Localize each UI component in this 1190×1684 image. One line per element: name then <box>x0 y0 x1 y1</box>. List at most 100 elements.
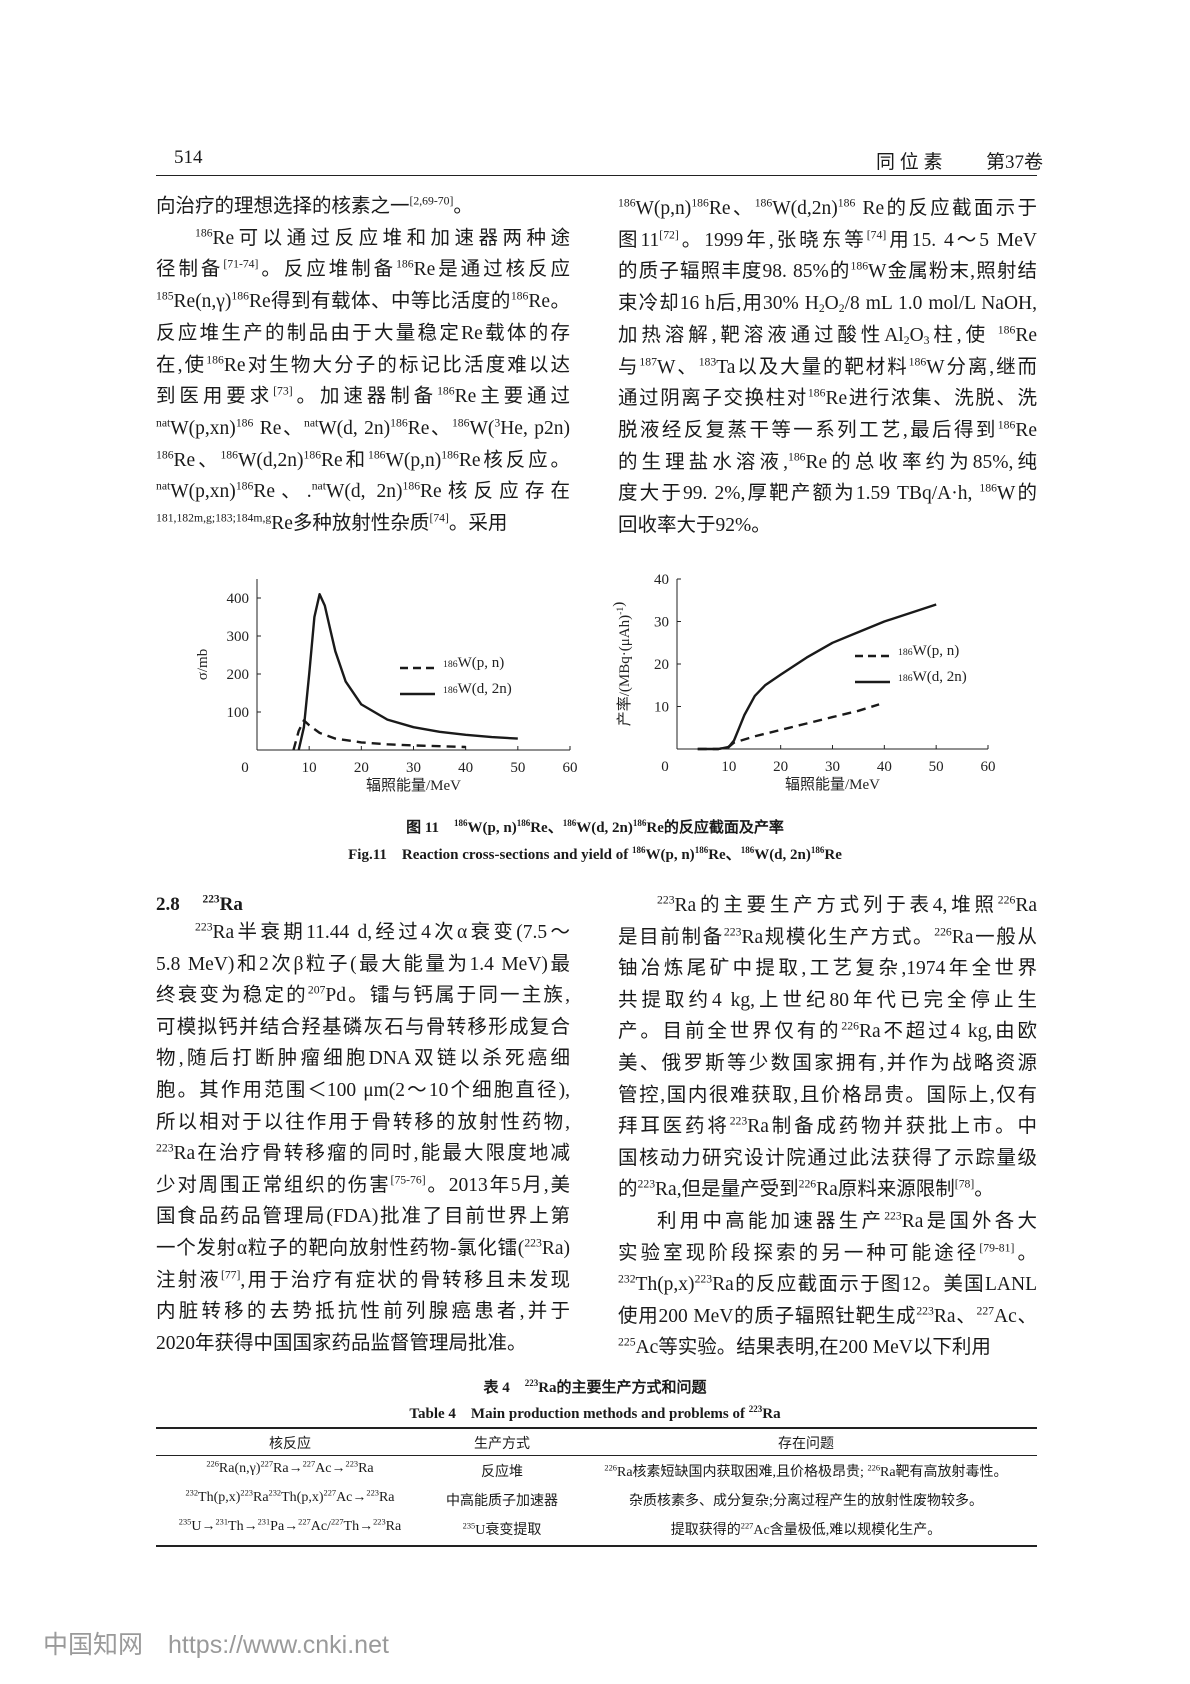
y-tick-label: 200 <box>227 667 250 683</box>
text-line: 美、俄罗斯等少数国家拥有,并作为战略资源 <box>618 1053 1037 1074</box>
table-header-rule <box>156 1455 1037 1456</box>
table-cell: 226Ra(n,γ)227Ra→227Ac→223Ra <box>206 1459 374 1476</box>
text-line: 可模拟钙并结合羟基磷灰石与骨转移形成复合 <box>156 1016 570 1038</box>
table-bottom-rule <box>156 1545 1037 1547</box>
text-line: 与187W、183Ta以及大量的靶材料186W分离,继而 <box>618 354 1037 378</box>
text-line: 产。目前全世界仅有的226Ra不超过4 kg,由欧 <box>618 1019 1037 1043</box>
table-header-cell: 核反应 <box>269 1437 311 1452</box>
table-header-cell: 生产方式 <box>474 1437 530 1452</box>
journal-name: 同 位 素 <box>876 152 943 173</box>
table-cell: 232Th(p,x)223Ra232Th(p,x)227Ac→223Ra <box>185 1488 395 1505</box>
text-line: 223Ra的主要生产方式列于表4,堆照226Ra <box>657 893 1037 916</box>
text-line: 利用中高能加速器生产223Ra是国外各大 <box>657 1209 1037 1232</box>
text-line: 加热溶解,靶溶液通过酸性Al2O3柱,使 186Re <box>618 323 1037 347</box>
text-line: 使用200 MeV的质子辐照钍靶生成223Ra、227Ac、 <box>618 1304 1037 1327</box>
text-line: 少对周围正常组织的伤害[75-76]。2013年5月,美 <box>156 1173 570 1196</box>
series-line-p-n <box>292 719 466 751</box>
chart-2: 0 10 20 30 40 50 6010203040辐照能量/MeV产率/(MBq·(μA… <box>611 572 996 793</box>
text-line: 铀冶炼尾矿中提取,工艺复杂,1974年全世界 <box>618 958 1037 980</box>
text-line: 物,随后打断肿瘤细胞DNA双链以杀死癌细 <box>156 1048 570 1070</box>
text-line: 脱液经反复蒸干等一系列工艺,最后得到186Re <box>618 418 1037 441</box>
text-line: 是目前制备223Ra规模化生产方式。226Ra一般从 <box>618 925 1037 948</box>
text-line: 185Re(n,γ)186Re得到有载体、中等比活度的186Re。 <box>156 289 570 313</box>
table-top-rule <box>156 1427 1037 1429</box>
series-line-d-2n <box>297 593 518 751</box>
text-line: 国核动力研究设计院通过此法获得了示踪量级 <box>618 1147 1037 1169</box>
x-tick-label: 20 <box>773 759 788 775</box>
page-number: 514 <box>174 147 203 168</box>
table-caption-cn: 表 4 223Ra的主要生产方式和问题 <box>483 1378 707 1396</box>
text-line: 一个发射α粒子的靶向放射性药物-氯化镭(223Ra) <box>156 1236 570 1259</box>
text-line: 2020年获得中国国家药品监督管理局批准。 <box>156 1332 527 1354</box>
header-rule <box>156 175 1037 176</box>
table-cell: 提取获得的227Ac含量极低,难以规模化生产。 <box>670 1521 942 1538</box>
y-tick-label: 300 <box>227 629 250 645</box>
text-line: 向治疗的理想选择的核素之一[2,69-70]。 <box>156 194 473 217</box>
y-tick-label: 400 <box>227 591 250 607</box>
series-line-d-2n <box>697 603 937 751</box>
text-line: 在,使186Re对生物大分子的标记比活度难以达 <box>156 352 570 376</box>
y-tick-label: 30 <box>654 615 669 631</box>
text-line: 终衰变为稳定的207Pd。镭与钙属于同一主族, <box>156 983 570 1007</box>
text-line: natW(p,xn)186 Re、natW(d, 2n)186Re、186W(3… <box>156 416 570 439</box>
x-tick-label: 30 <box>825 759 840 775</box>
text-line: 的质子辐照丰度98. 85%的186W金属粉末,照射结 <box>618 259 1038 283</box>
text-line: 186Re、186W(d,2n)186Re和186W(p,n)186Re核反应。 <box>156 448 570 471</box>
table-cell: 235U→231Th→231Pa→227Ac/227Th→223Ra <box>178 1517 402 1534</box>
text-line: 实验室现阶段探索的另一种可能途径[79-81]。 <box>618 1241 1037 1264</box>
x-axis-label: 辐照能量/MeV <box>366 777 461 794</box>
table-caption-en: Table 4 Main production methods and prob… <box>409 1404 781 1422</box>
text-line: 5.8 MeV)和2次β粒子(最大能量为1.4 MeV)最 <box>156 953 570 975</box>
x-tick-label: 20 <box>354 760 369 776</box>
text-line: natW(p,xn)186Re、.natW(d, 2n)186Re核反应存在 <box>156 479 570 503</box>
table-header-cell: 存在问题 <box>778 1437 834 1452</box>
x-tick-label: 0 <box>241 760 249 776</box>
text-line: 注射液[77],用于治疗有症状的骨转移且未发现 <box>156 1268 570 1291</box>
text-line: 所以相对于以往作用于骨转移的放射性药物, <box>156 1111 570 1133</box>
x-tick-label: 10 <box>302 760 317 776</box>
text-line: 223Ra半衰期11.44 d,经过4次α衰变(7.5～ <box>195 920 570 943</box>
cnki-watermark: 中国知网 https://www.cnki.net <box>43 1631 389 1659</box>
table-cell: 中高能质子加速器 <box>446 1494 558 1509</box>
text-line: 回收率大于92%。 <box>618 515 771 536</box>
text-line: 232Th(p,x)223Ra的反应截面示于图12。美国LANL <box>618 1272 1037 1296</box>
legend-label: 186W(d, 2n) <box>443 681 512 697</box>
volume-label: 第37卷 <box>986 152 1044 173</box>
text-line: 共提取约4 kg,上世纪80年代已完全停止生 <box>618 989 1037 1011</box>
y-tick-label: 10 <box>654 700 669 716</box>
x-tick-label: 60 <box>563 760 578 776</box>
section-number: 2.8 <box>156 894 180 915</box>
text-line: 度大于99. 2%,厚靶产额为1.59 TBq/A·h, 186W的 <box>618 481 1038 505</box>
text-line: 国食品药品管理局(FDA)批准了目前世界上第 <box>156 1206 570 1228</box>
x-tick-label: 40 <box>458 760 473 776</box>
text-line: 拜耳医药将223Ra制备成药物并获批上市。中 <box>618 1114 1037 1138</box>
table-cell: 反应堆 <box>481 1465 523 1480</box>
x-axis-label: 辐照能量/MeV <box>785 776 880 793</box>
text-line: 的223Ra,但是量产受到226Ra原料来源限制[78]。 <box>618 1177 994 1201</box>
text-line: 反应堆生产的制品由于大量稳定Re载体的存 <box>156 322 570 344</box>
text-line: 225Ac等实验。结果表明,在200 MeV以下利用 <box>618 1335 991 1359</box>
text-line: 径制备[71-74]。反应堆制备186Re是通过核反应 <box>156 257 570 281</box>
text-line: 管控,国内很难获取,且价格昂贵。国际上,仅有 <box>618 1084 1037 1106</box>
text-line: 181,182m,g;183;184m,gRe多种放射性杂质[74]。采用 <box>156 511 508 534</box>
legend-label: 186W(p, n) <box>898 643 959 659</box>
text-line: 223Ra在治疗骨转移瘤的同时,能最大限度地减 <box>156 1141 570 1165</box>
y-tick-label: 40 <box>654 572 669 588</box>
y-axis-label: σ/mb <box>195 649 211 680</box>
section-title: 223Ra <box>202 893 243 915</box>
figure-caption-cn: 图 11 186W(p, n)186Re、186W(d, 2n)186Re的反应… <box>406 818 784 836</box>
text-line: 图11[72]。1999年,张晓东等[74]用15. 4～5 MeV <box>618 228 1037 251</box>
y-axis-label: 产率/(MBq·(μAh)-1) <box>611 602 633 727</box>
legend-label: 186W(p, n) <box>443 655 504 671</box>
x-tick-label: 30 <box>406 760 421 776</box>
legend-label: 186W(d, 2n) <box>898 669 967 685</box>
text-line: 186W(p,n)186Re、186W(d,2n)186 Re的反应截面示于 <box>618 196 1037 219</box>
x-tick-label: 40 <box>877 759 892 775</box>
x-tick-label: 50 <box>510 760 525 776</box>
table-cell: 226Ra核素短缺国内获取困难,且价格极昂贵; 226Ra靶有高放射毒性。 <box>604 1463 1008 1480</box>
table-cell: 235U衰变提取 <box>462 1521 542 1538</box>
text-line: 通过阴离子交换柱对186Re进行浓集、洗脱、洗 <box>618 386 1037 410</box>
y-tick-label: 20 <box>654 657 669 673</box>
